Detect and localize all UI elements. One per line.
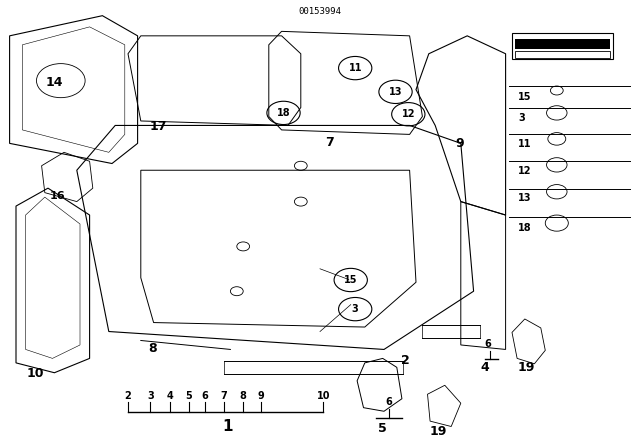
Text: 17: 17 — [150, 120, 168, 133]
Text: 4: 4 — [481, 361, 490, 374]
Text: 19: 19 — [517, 361, 535, 374]
Text: 2: 2 — [125, 391, 131, 401]
Text: 6: 6 — [386, 397, 392, 407]
Text: 12: 12 — [518, 166, 532, 176]
Text: 15: 15 — [344, 275, 358, 285]
Text: 5: 5 — [378, 422, 387, 435]
Text: 12: 12 — [401, 109, 415, 119]
Bar — [515, 51, 610, 58]
Text: 19: 19 — [429, 425, 447, 439]
Text: 11: 11 — [348, 63, 362, 73]
Text: 1: 1 — [222, 419, 232, 434]
Text: 14: 14 — [45, 76, 63, 90]
Text: 7: 7 — [221, 391, 227, 401]
Text: 11: 11 — [518, 139, 532, 149]
Text: 3: 3 — [147, 391, 154, 401]
Text: 3: 3 — [518, 113, 525, 123]
Text: 9: 9 — [258, 391, 264, 401]
Text: 13: 13 — [518, 193, 532, 203]
Text: 10: 10 — [26, 367, 44, 380]
Text: 18: 18 — [518, 224, 532, 233]
Text: 6: 6 — [484, 339, 491, 349]
Text: 10: 10 — [316, 391, 330, 401]
Text: 13: 13 — [388, 87, 403, 97]
Text: 9: 9 — [455, 137, 464, 150]
Text: 8: 8 — [148, 341, 157, 355]
Text: 4: 4 — [166, 391, 173, 401]
Text: 00153994: 00153994 — [298, 7, 342, 16]
Text: 3: 3 — [352, 304, 358, 314]
Text: 6: 6 — [202, 391, 208, 401]
Text: 8: 8 — [240, 391, 246, 401]
Text: 5: 5 — [186, 391, 192, 401]
Text: 7: 7 — [325, 135, 334, 149]
Bar — [515, 39, 610, 49]
Text: 18: 18 — [276, 108, 291, 118]
Text: 15: 15 — [518, 92, 532, 102]
Text: 2: 2 — [401, 353, 410, 367]
Text: 16: 16 — [50, 191, 65, 201]
